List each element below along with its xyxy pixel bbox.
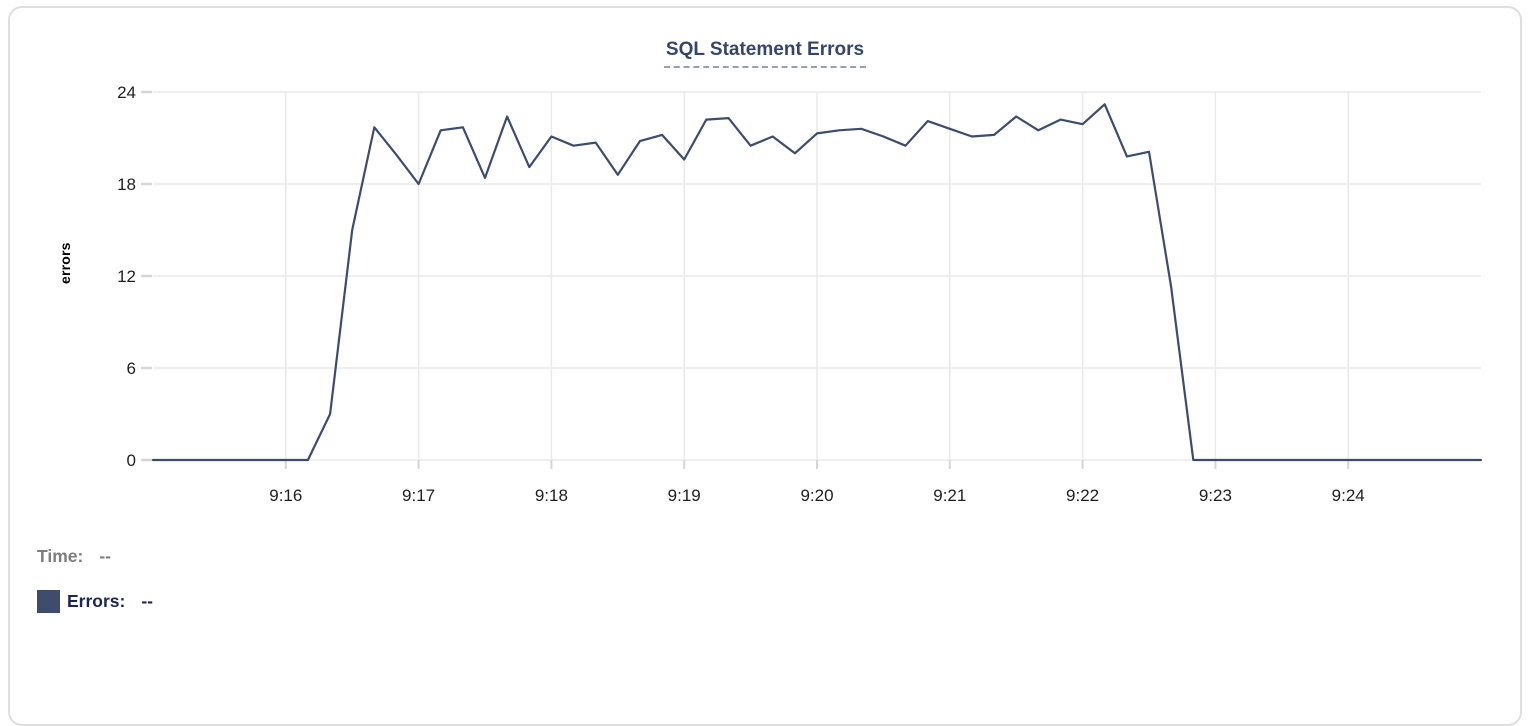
legend-errors-value: -- [141,590,154,611]
svg-text:9:22: 9:22 [1066,486,1099,505]
legend-time-label: Time: [37,545,84,566]
y-axis-label: errors [56,242,73,284]
svg-text:6: 6 [127,359,136,378]
legend-row-errors: Errors: -- [37,589,153,613]
legend-errors-swatch [37,589,60,613]
sql-statement-errors-line-chart[interactable]: 0 6 12 18 24 9:16 9:17 9:18 9:19 9:20 9:21 9:22 9:23… [10,8,1528,508]
svg-text:9:19: 9:19 [668,486,701,505]
svg-text:12: 12 [117,267,136,286]
svg-text:9:17: 9:17 [402,486,435,505]
svg-text:24: 24 [117,83,136,102]
svg-text:9:20: 9:20 [800,486,833,505]
svg-text:18: 18 [117,175,136,194]
chart-card: SQL Statement Errors 0 6 12 18 24 9:16 9:17 9:1… [8,6,1522,726]
svg-text:9:23: 9:23 [1199,486,1232,505]
chart-legend: Time: -- Errors: -- [37,544,153,634]
chart-title-wrap: SQL Statement Errors [10,39,1520,68]
legend-time-value: -- [99,545,112,566]
legend-row-time: Time: -- [37,544,153,568]
svg-text:9:24: 9:24 [1332,486,1365,505]
svg-text:9:18: 9:18 [535,486,568,505]
svg-text:0: 0 [127,451,136,470]
svg-text:9:16: 9:16 [269,486,302,505]
svg-text:9:21: 9:21 [933,486,966,505]
chart-title[interactable]: SQL Statement Errors [663,39,867,68]
legend-errors-label: Errors: [67,590,126,611]
